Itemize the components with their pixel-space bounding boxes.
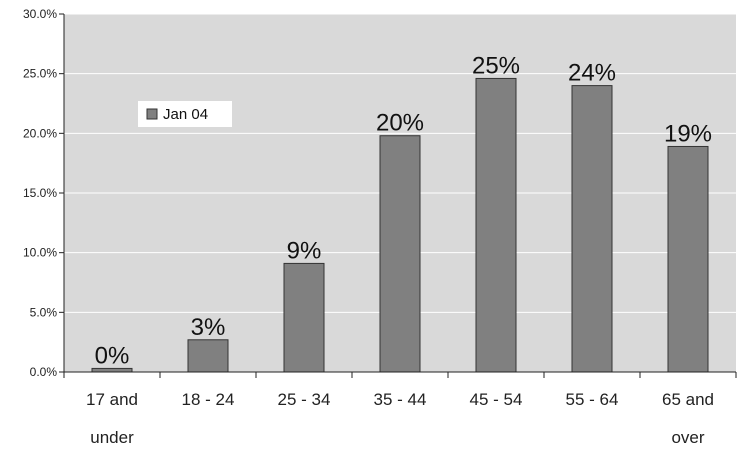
y-tick-label: 25.0% xyxy=(23,67,57,81)
data-label: 0% xyxy=(95,342,130,369)
data-label: 19% xyxy=(664,120,712,147)
y-tick-label: 30.0% xyxy=(23,7,57,21)
x-tick-label: over xyxy=(671,428,704,447)
x-tick-label: 45 - 54 xyxy=(470,390,523,409)
bar xyxy=(187,339,229,373)
x-tick-label: 17 and xyxy=(86,390,138,409)
data-label: 24% xyxy=(568,60,616,87)
data-label: 3% xyxy=(191,314,226,341)
bar xyxy=(379,135,421,373)
x-tick-label: 18 - 24 xyxy=(182,390,235,409)
bar xyxy=(283,262,325,373)
bars xyxy=(91,77,709,373)
x-tick-label: 55 - 64 xyxy=(566,390,619,409)
x-tick-label: 65 and xyxy=(662,390,714,409)
bar xyxy=(571,85,613,373)
legend: Jan 04 xyxy=(138,101,232,127)
y-axis-ticks: 0.0% 5.0% 10.0% 15.0% 20.0% 25.0% 30.0% xyxy=(23,7,64,379)
data-labels: 0% 3% 9% 20% 25% 24% 19% xyxy=(95,52,712,369)
data-label: 20% xyxy=(376,110,424,137)
y-tick-label: 5.0% xyxy=(30,305,58,319)
legend-swatch xyxy=(146,108,158,120)
y-tick-label: 0.0% xyxy=(30,365,58,379)
y-tick-label: 10.0% xyxy=(23,246,57,260)
x-tick-label: 35 - 44 xyxy=(374,390,427,409)
bar xyxy=(667,145,709,373)
y-tick-label: 15.0% xyxy=(23,186,57,200)
x-tick-label: under xyxy=(90,428,134,447)
x-tick-label: 25 - 34 xyxy=(278,390,331,409)
x-axis-ticks: 17 and under 18 - 24 25 - 34 35 - 44 45 - 54 5… xyxy=(63,372,737,447)
bar xyxy=(475,77,517,373)
data-label: 9% xyxy=(287,237,322,264)
data-label: 25% xyxy=(472,52,520,79)
y-tick-label: 20.0% xyxy=(23,126,57,140)
legend-label: Jan 04 xyxy=(163,106,208,123)
